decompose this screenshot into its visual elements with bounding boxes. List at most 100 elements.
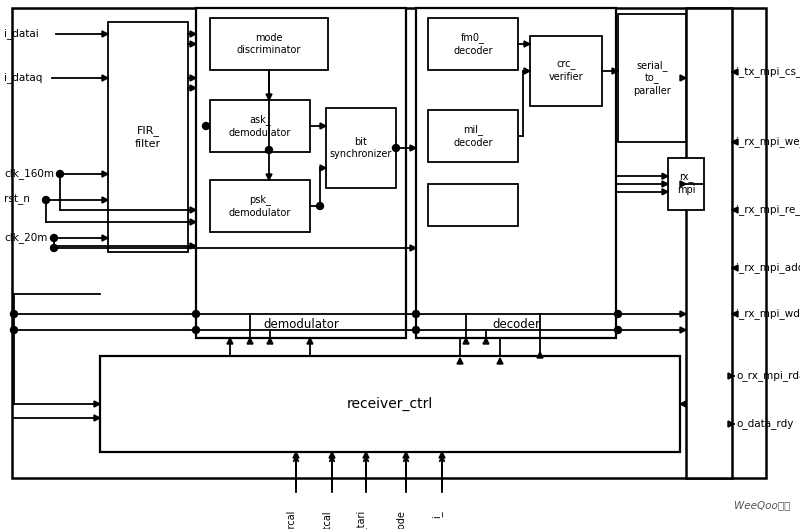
Bar [618, 14, 686, 142]
Polygon shape [732, 69, 738, 75]
Polygon shape [94, 401, 100, 407]
Text: psk_
demodulator: psk_ demodulator [229, 194, 291, 217]
Text: i_cmd_code: i_cmd_code [395, 510, 406, 529]
Polygon shape [732, 139, 738, 145]
Polygon shape [329, 452, 335, 458]
Circle shape [57, 170, 63, 178]
Text: i_tx_mpi_cs_n: i_tx_mpi_cs_n [736, 67, 800, 77]
Bar [12, 8, 766, 478]
Polygon shape [190, 41, 196, 47]
Polygon shape [680, 401, 686, 407]
Polygon shape [483, 338, 489, 344]
Polygon shape [680, 181, 686, 187]
Text: crc_
verifier: crc_ verifier [549, 60, 583, 82]
Polygon shape [190, 207, 196, 213]
Polygon shape [320, 123, 326, 129]
Polygon shape [266, 94, 272, 100]
Bar [428, 18, 518, 70]
Text: FIR_
filter: FIR_ filter [135, 125, 161, 149]
Text: serial_
to_
paraller: serial_ to_ paraller [633, 60, 671, 96]
Polygon shape [457, 358, 463, 364]
Polygon shape [363, 452, 369, 458]
Polygon shape [732, 311, 738, 317]
Circle shape [50, 244, 58, 251]
Text: fm0_
decoder: fm0_ decoder [454, 32, 493, 56]
Text: demodulator: demodulator [263, 317, 339, 331]
Circle shape [50, 234, 58, 242]
Text: clk_20m: clk_20m [4, 233, 47, 243]
Circle shape [614, 311, 622, 317]
Text: i_dataq: i_dataq [4, 72, 42, 84]
Polygon shape [662, 173, 668, 179]
Text: WeeQoo维库: WeeQoo维库 [734, 500, 790, 510]
Text: i_rtcal: i_rtcal [321, 510, 332, 529]
Polygon shape [102, 197, 108, 203]
Circle shape [393, 144, 399, 151]
Text: bit
synchronizer: bit synchronizer [330, 137, 392, 159]
Polygon shape [439, 452, 445, 458]
Bar [416, 8, 616, 338]
Circle shape [614, 326, 622, 333]
Bar [686, 8, 732, 478]
Text: mil_
decoder: mil_ decoder [454, 124, 493, 148]
Circle shape [413, 326, 419, 333]
Polygon shape [680, 75, 686, 81]
Bar [530, 36, 602, 106]
Polygon shape [247, 338, 253, 344]
Polygon shape [190, 243, 196, 249]
Polygon shape [102, 171, 108, 177]
Bar [210, 18, 328, 70]
Text: i_trcal: i_trcal [285, 510, 296, 529]
Polygon shape [680, 311, 686, 317]
Polygon shape [680, 327, 686, 333]
Polygon shape [102, 31, 108, 37]
Bar [428, 184, 518, 226]
Polygon shape [728, 373, 734, 379]
Text: rst_n: rst_n [4, 195, 30, 205]
Polygon shape [410, 245, 416, 251]
Bar [326, 108, 396, 188]
Text: i_tari: i_tari [355, 510, 366, 529]
Polygon shape [267, 338, 273, 344]
Text: i_datai: i_datai [4, 29, 38, 40]
Text: o_rx_mpi_rdata: o_rx_mpi_rdata [736, 370, 800, 381]
Bar [108, 22, 188, 252]
Bar [668, 158, 704, 210]
Circle shape [413, 311, 419, 317]
Text: o_data_rdy: o_data_rdy [736, 418, 794, 430]
Polygon shape [190, 75, 196, 81]
Polygon shape [612, 68, 618, 74]
Bar [210, 180, 310, 232]
Circle shape [193, 326, 199, 333]
Text: mode
discriminator: mode discriminator [237, 33, 301, 55]
Circle shape [202, 123, 210, 130]
Polygon shape [403, 452, 409, 458]
Polygon shape [463, 338, 469, 344]
Text: i_rx_mpi_wdata: i_rx_mpi_wdata [736, 308, 800, 320]
Text: rx_
mpi: rx_ mpi [677, 173, 695, 195]
Polygon shape [307, 338, 313, 344]
Polygon shape [662, 189, 668, 195]
Circle shape [10, 311, 18, 317]
Polygon shape [524, 41, 530, 47]
Polygon shape [320, 165, 326, 171]
Text: i_rx_mpi_we_n: i_rx_mpi_we_n [736, 136, 800, 148]
Text: i_: i_ [431, 510, 442, 517]
Polygon shape [266, 174, 272, 180]
Polygon shape [732, 265, 738, 271]
Bar [428, 110, 518, 162]
Circle shape [193, 311, 199, 317]
Circle shape [317, 203, 323, 209]
Text: clk_160m: clk_160m [4, 169, 54, 179]
Polygon shape [190, 31, 196, 37]
Bar [196, 8, 406, 338]
Polygon shape [190, 85, 196, 91]
Bar [100, 356, 680, 452]
Text: i_rx_mpi_re_n: i_rx_mpi_re_n [736, 205, 800, 215]
Polygon shape [732, 207, 738, 213]
Polygon shape [497, 358, 503, 364]
Text: i_rx_mpi_addr: i_rx_mpi_addr [736, 262, 800, 273]
Text: decoder: decoder [492, 317, 540, 331]
Polygon shape [227, 338, 233, 344]
Polygon shape [293, 452, 299, 458]
